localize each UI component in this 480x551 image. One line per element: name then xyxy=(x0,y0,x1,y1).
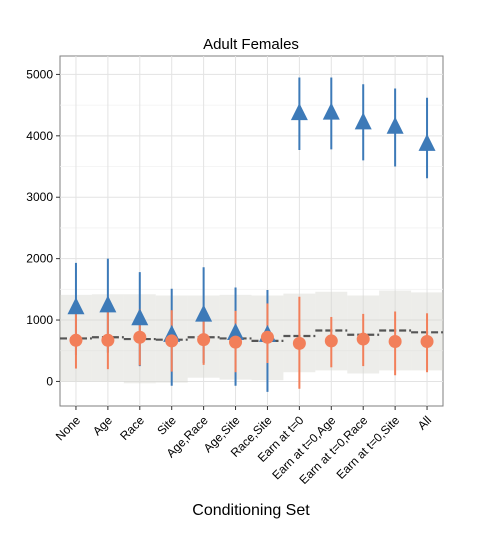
triangle-point xyxy=(290,103,308,121)
circle-point xyxy=(133,330,147,344)
triangle-point xyxy=(227,323,245,341)
circle-point xyxy=(229,335,243,349)
triangle-point xyxy=(354,112,372,130)
triangle-point xyxy=(386,116,404,134)
circle-point xyxy=(69,333,83,347)
x-axis-title: Conditioning Set xyxy=(192,502,310,519)
y-tick-label: 0 xyxy=(46,374,53,388)
y-tick-label: 4000 xyxy=(26,129,53,143)
y-tick-label: 2000 xyxy=(26,252,53,266)
circle-point xyxy=(101,333,115,347)
y-tick-label: 1000 xyxy=(26,313,53,327)
triangle-point xyxy=(418,133,436,151)
x-tick-label: Site xyxy=(154,413,179,438)
circle-point xyxy=(420,335,434,349)
points xyxy=(67,102,436,350)
circle-point xyxy=(388,335,402,349)
chart-title: Adult Females xyxy=(203,36,299,53)
triangle-point xyxy=(99,295,117,313)
triangle-point xyxy=(131,308,149,326)
triangle-point xyxy=(322,102,340,120)
x-tick-label: Race xyxy=(117,413,147,443)
circle-point xyxy=(292,336,306,350)
x-tick-label: Age xyxy=(90,413,115,438)
y-axis: 0 1000 2000 3000 4000 5000 xyxy=(26,67,60,388)
y-tick-label: 5000 xyxy=(26,67,53,81)
triangle-point xyxy=(195,304,213,322)
circle-point xyxy=(165,334,179,348)
y-tick-label: 3000 xyxy=(26,190,53,204)
x-tick-label: All xyxy=(415,413,434,432)
circle-point xyxy=(356,332,370,346)
plot-panel xyxy=(59,55,444,407)
circle-point xyxy=(324,334,338,348)
x-tick-label: None xyxy=(53,413,83,443)
x-axis: None Age Race SiteAge,RaceAge,SiteRace,Site… xyxy=(53,406,434,487)
circle-point xyxy=(197,333,211,347)
circle-point xyxy=(260,330,274,344)
triangle-point xyxy=(67,297,85,315)
